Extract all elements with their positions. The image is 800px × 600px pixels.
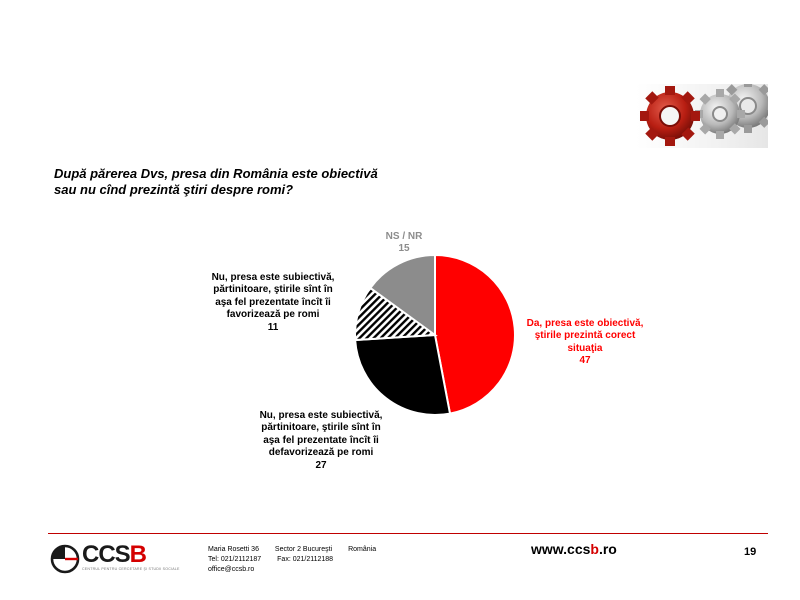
slice-label-fav-line-1: Nu, presa este subiectivă, (211, 272, 335, 283)
question-title: După părerea Dvs, presa din România este… (54, 166, 434, 198)
slice-label-da: Da, presa este obiectivă, ştirile prezin… (512, 318, 658, 368)
question-line-2: sau nu cînd prezintă ştiri despre romi? (54, 182, 294, 197)
slice-label-da-line-2: ştirile prezintă corect (534, 330, 636, 342)
address-fax: Fax: 021/2112188 (277, 556, 334, 563)
gears-image (636, 84, 768, 148)
ccsb-logo-tagline: CENTRUL PENTRU CERCETARE ŞI STUDII SOCIA… (82, 567, 180, 571)
ccsb-logo-word: CCSB (82, 543, 180, 567)
address-tel: Tel: 021/2112187 (208, 556, 262, 563)
slice-label-fav-line-2: părtinitoare, ştirile sînt în (213, 284, 333, 296)
ccsb-logo-mark-icon (50, 544, 80, 574)
pie-slice-da (434, 253, 516, 415)
slice-label-da-line-1: Da, presa este obiectivă, (526, 318, 644, 329)
page-number: 19 (744, 546, 757, 558)
website-prefix: www.ccs (531, 541, 591, 557)
slice-label-fav-line-4: favorizează pe romi (226, 309, 320, 321)
footer-address: Maria Rosetti 36 Sector 2 Bucureşti Româ… (208, 545, 390, 575)
slice-label-defav-line-1: Nu, presa este subiectivă, (259, 410, 383, 421)
logo-word-part2: B (129, 541, 147, 568)
slice-label-da-line-3: situaţia (567, 342, 603, 354)
website-link[interactable]: www.ccsb.ro (531, 541, 617, 557)
slice-value-da: 47 (579, 355, 591, 367)
website-highlight: b (590, 541, 599, 557)
slice-value-fav: 11 (267, 321, 279, 333)
address-country: România (348, 546, 377, 553)
slice-label-fav-line-3: aşa fel prezentate încît îi (215, 296, 331, 308)
address-email[interactable]: office@ccsb.ro (208, 566, 255, 573)
pie-chart (352, 252, 518, 418)
pie-chart-svg (354, 253, 516, 416)
address-street: Maria Rosetti 36 (208, 546, 259, 553)
ccsb-logo: CCSB CENTRUL PENTRU CERCETARE ŞI STUDII … (50, 543, 180, 577)
pie-slice-nsnr (368, 253, 436, 337)
logo-word-part1: CCS (82, 541, 131, 568)
slice-value-defav: 27 (315, 459, 327, 471)
slice-label-nsnr-text: NS / NR (385, 231, 423, 242)
slice-label-defav-line-4: defavorizează pe romi (268, 447, 374, 459)
footer-divider (48, 533, 768, 534)
website-suffix: .ro (598, 541, 617, 557)
slice-value-nsnr: 15 (398, 243, 410, 255)
slice-label-defav-line-3: aşa fel prezentate încît îi (263, 434, 379, 446)
address-sector: Sector 2 Bucureşti (274, 546, 333, 553)
pie-slice-defav (354, 333, 452, 416)
slice-label-nsnr: NS / NR 15 (376, 231, 432, 256)
slice-label-defav-line-2: părtinitoare, ştirile sînt în (261, 422, 381, 434)
slice-label-defav: Nu, presa este subiectivă, părtinitoare,… (240, 410, 402, 472)
slice-label-fav: Nu, presa este subiectivă, părtinitoare,… (190, 272, 356, 334)
question-line-1: După părerea Dvs, presa din România este… (54, 166, 378, 181)
